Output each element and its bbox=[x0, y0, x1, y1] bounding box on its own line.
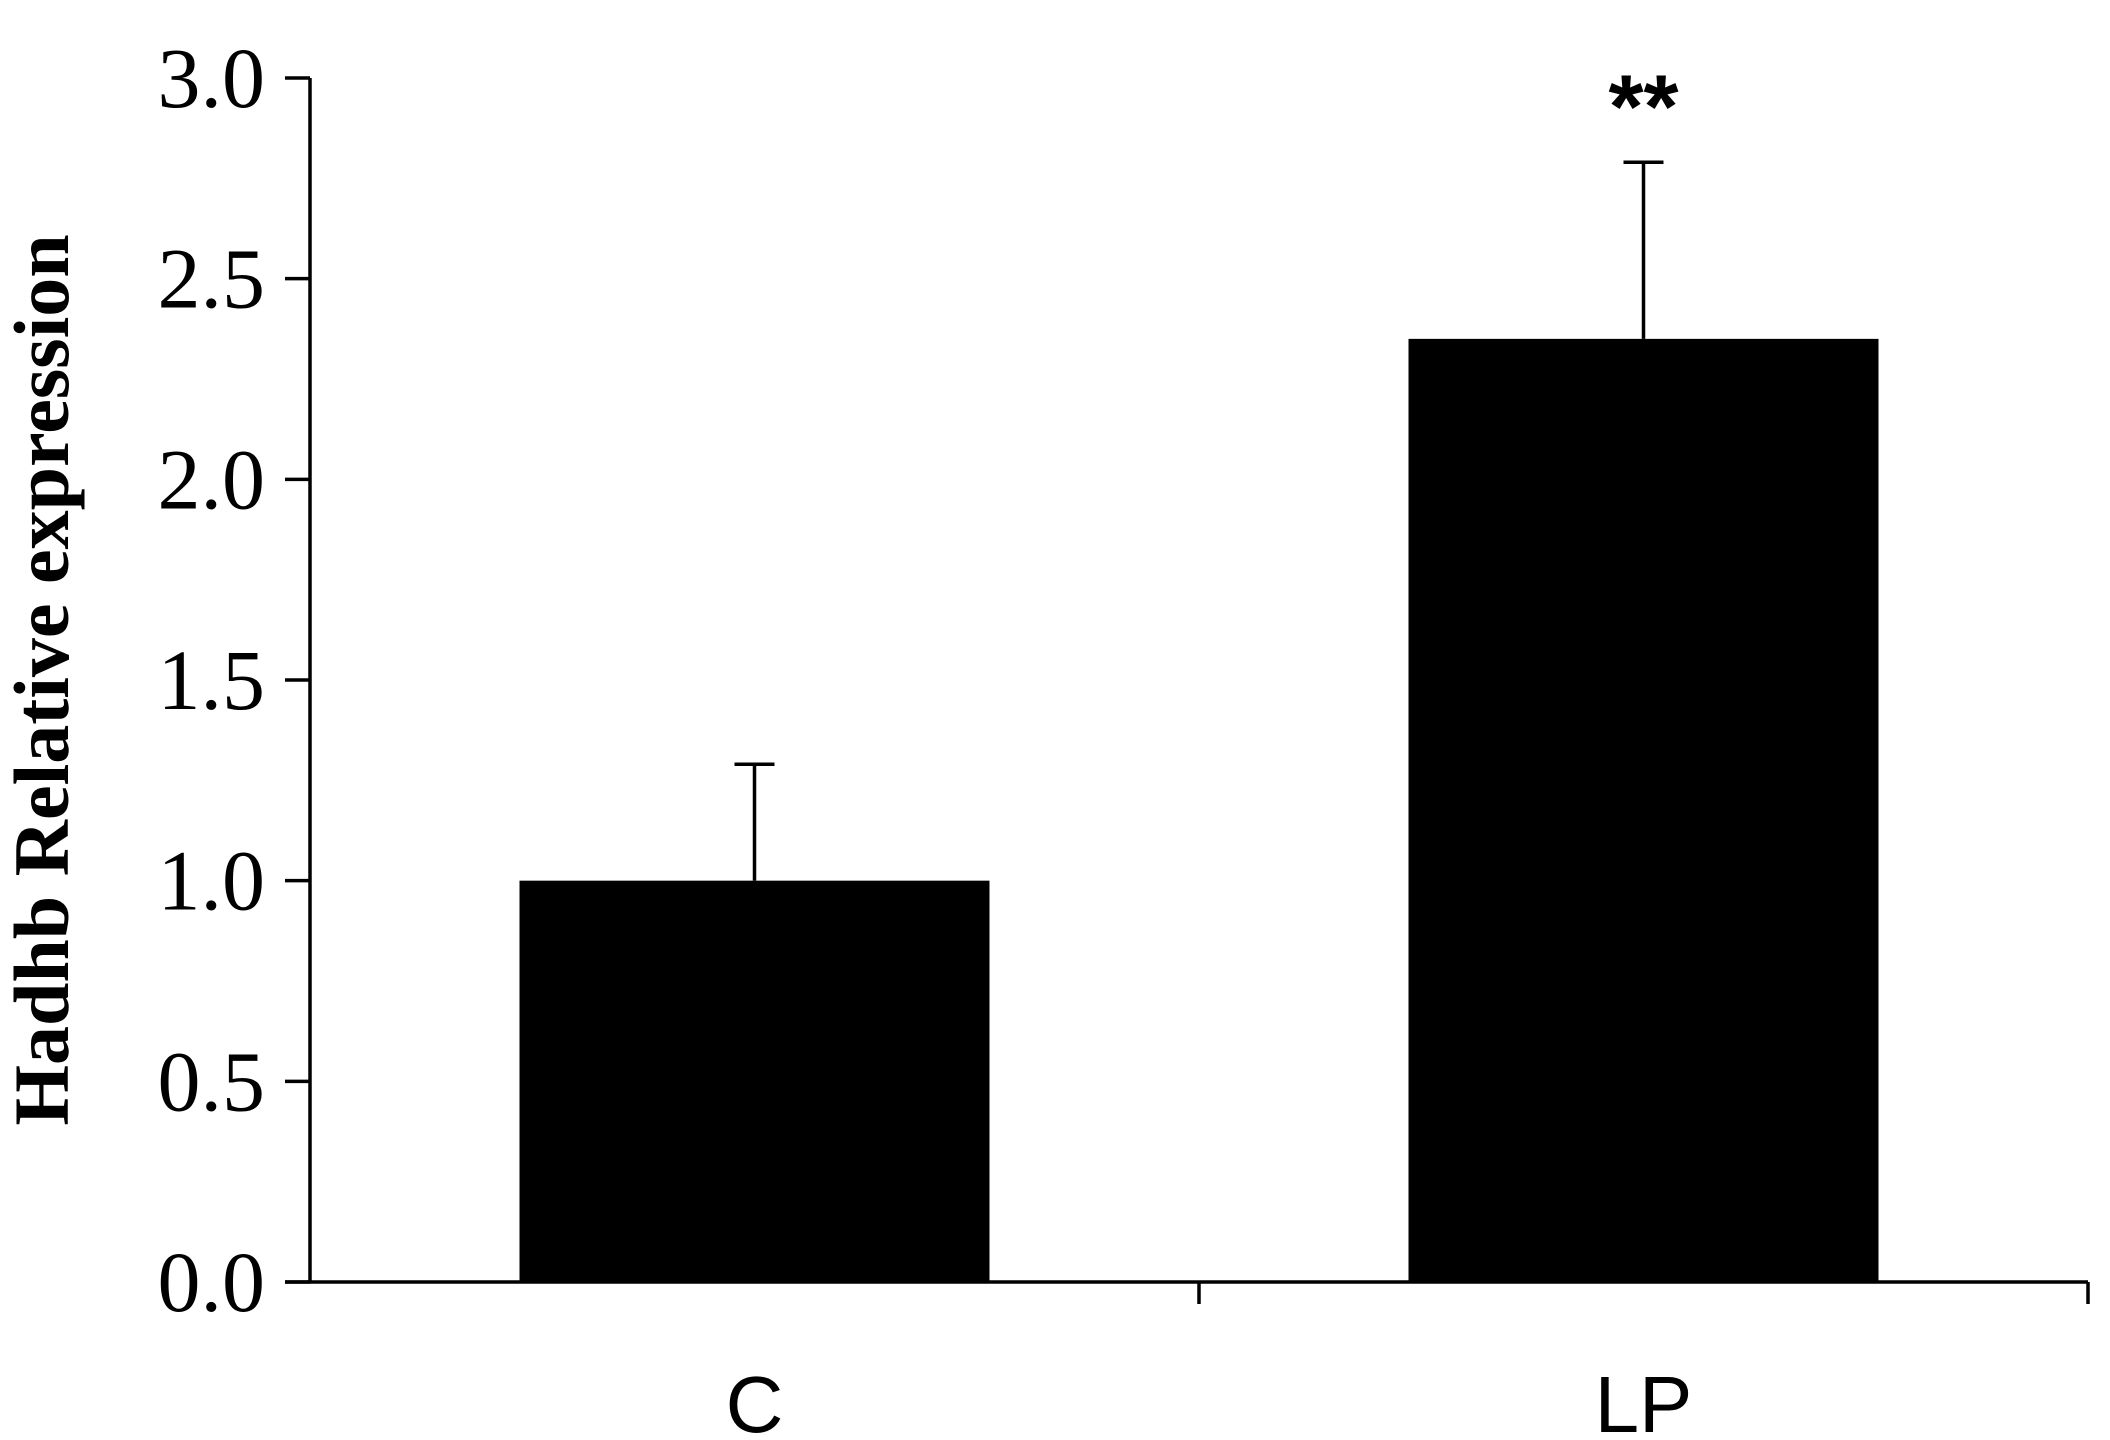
y-tick-label: 2.0 bbox=[158, 431, 266, 527]
y-tick-label: 1.0 bbox=[158, 833, 266, 929]
y-axis-label: Hadhb Relative expression bbox=[0, 234, 85, 1125]
bar-lp bbox=[1408, 338, 1879, 1282]
y-tick-label: 1.5 bbox=[158, 632, 266, 728]
y-tick-label: 2.5 bbox=[158, 231, 266, 327]
x-tick-label: C bbox=[726, 1360, 784, 1440]
labels: 0.0 0.5 1.0 1.5 2.0 2.5 3.0 C LP ** bbox=[158, 30, 1693, 1440]
y-tick-label: 0.0 bbox=[158, 1234, 266, 1330]
bars bbox=[519, 160, 1879, 1282]
y-tick-label: 0.5 bbox=[158, 1033, 266, 1129]
significance-label: ** bbox=[1608, 57, 1678, 157]
x-tick-label: LP bbox=[1595, 1360, 1693, 1440]
bar-c bbox=[519, 880, 990, 1282]
y-tick-label: 3.0 bbox=[158, 30, 266, 126]
